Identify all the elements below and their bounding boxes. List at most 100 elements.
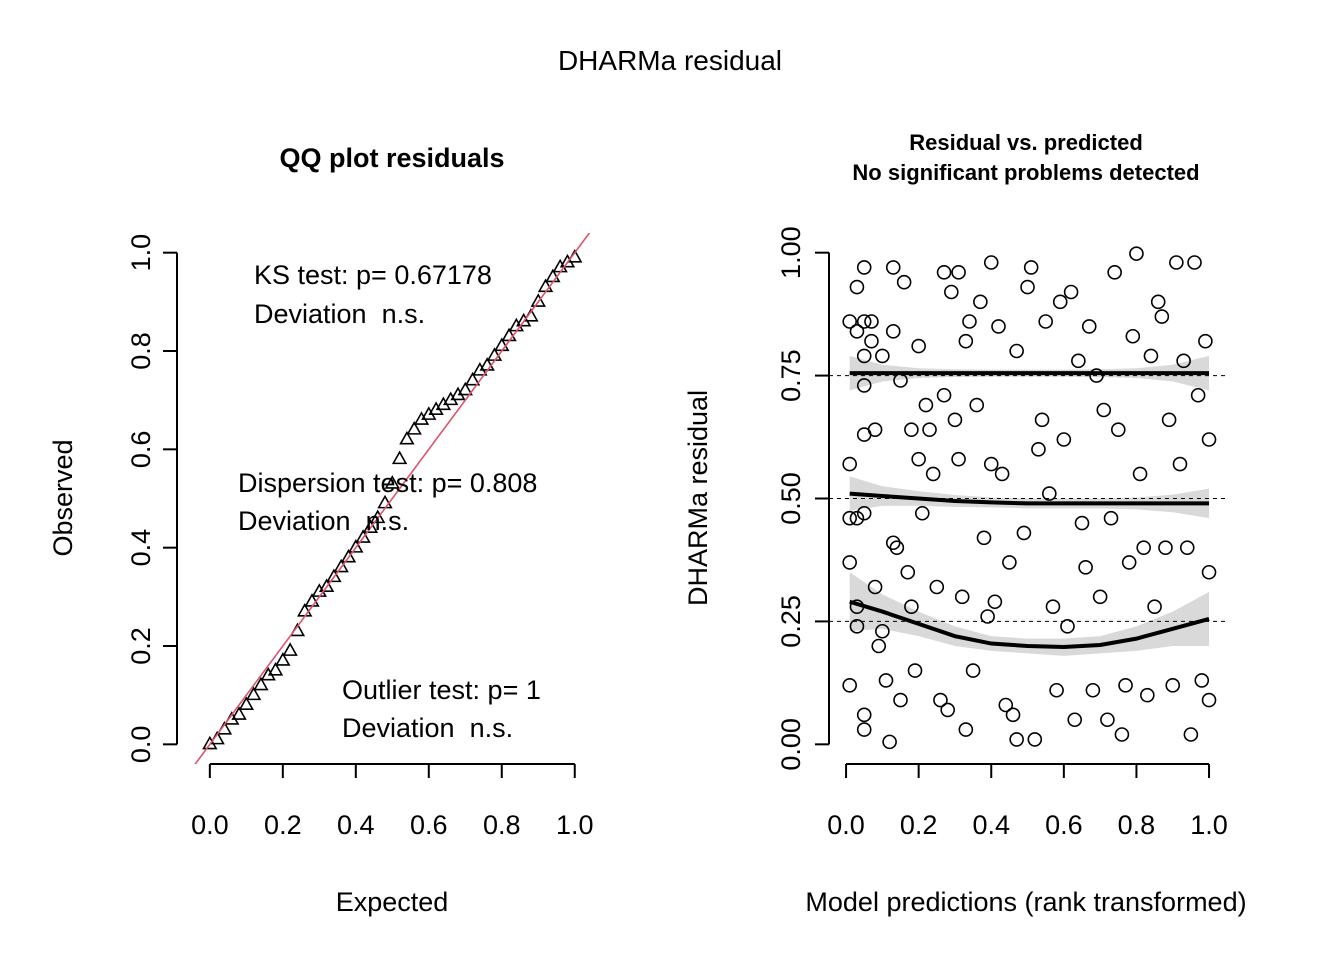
scatter-point — [991, 319, 1006, 334]
qq-point — [399, 430, 415, 445]
scatter-point — [947, 412, 963, 428]
scatter-point — [885, 535, 901, 551]
scatter-point — [980, 609, 995, 624]
scatter-point — [914, 505, 930, 521]
scatter-point — [929, 579, 945, 595]
scatter-point — [983, 255, 999, 270]
scatter-point — [973, 294, 988, 310]
qq-point — [348, 539, 364, 553]
scatter-point — [940, 702, 955, 718]
scatter-point — [1009, 732, 1024, 747]
scatter-point — [1150, 294, 1166, 310]
scatter-point — [907, 663, 923, 678]
scatter-point — [1129, 246, 1144, 261]
qq-point — [333, 558, 349, 573]
scatter-point — [849, 619, 865, 634]
scatter-point — [922, 422, 937, 437]
y-tick-label: 0.75 — [776, 349, 806, 402]
scatter-point — [1074, 515, 1090, 531]
qq-point — [245, 686, 262, 701]
scatter-point — [885, 260, 901, 275]
qq-point — [238, 696, 255, 711]
scatter-point — [856, 314, 872, 329]
scatter-point — [1201, 692, 1217, 708]
scatter-point — [1143, 348, 1159, 364]
scatter-point — [1161, 412, 1177, 428]
scatter-point — [1169, 255, 1184, 270]
scatter-point — [1179, 540, 1195, 555]
scatter-point — [1052, 294, 1068, 310]
scatter-point — [1038, 314, 1053, 329]
scatter-point — [951, 265, 966, 280]
scatter-point — [965, 663, 981, 678]
scatter-point — [849, 510, 865, 526]
scatter-point — [1176, 353, 1191, 369]
scatter-point — [878, 673, 894, 688]
qq-point — [282, 642, 298, 656]
scatter-point — [1165, 678, 1181, 693]
scatter-point — [1114, 727, 1130, 742]
scatter-point — [1194, 673, 1210, 688]
chart-subtitle: No significant problems detected — [852, 160, 1199, 185]
scatter-point — [933, 692, 948, 708]
y-tick-label: 1.0 — [126, 234, 156, 272]
scatter-point — [867, 579, 883, 595]
scatter-point — [1009, 343, 1024, 359]
qq-point — [340, 548, 357, 563]
annotation: Outlier test: p= 1 — [342, 675, 541, 705]
annotation: Deviation n.s. — [238, 506, 409, 536]
scatter-point — [1089, 368, 1104, 383]
confidence-band — [849, 572, 1210, 656]
scatter-point — [911, 338, 926, 354]
y-tick-label: 0.2 — [126, 627, 156, 665]
scatter-point — [1067, 712, 1083, 728]
scatter-point — [900, 564, 916, 580]
scatter-point — [1063, 284, 1079, 300]
scatter-point — [1100, 712, 1115, 728]
scatter-point — [1049, 682, 1064, 698]
qq-point — [253, 676, 269, 691]
scatter-point — [994, 466, 1010, 482]
scatter-point — [842, 555, 857, 570]
scatter-point — [1190, 387, 1206, 403]
scatter-point — [958, 722, 974, 737]
scatter-point — [951, 451, 966, 467]
scatter-point — [936, 265, 952, 280]
scatter-point — [1060, 619, 1075, 634]
qq-point — [457, 381, 473, 396]
scatter-point — [998, 697, 1014, 713]
scatter-point — [856, 378, 872, 393]
scatter-point — [976, 530, 992, 546]
scatter-point — [904, 422, 919, 437]
scatter-point — [875, 623, 890, 639]
scatter-point — [958, 333, 974, 349]
scatter-point — [1121, 555, 1137, 570]
scatter-point — [842, 510, 857, 526]
scatter-point — [1027, 732, 1043, 747]
scatter-point — [944, 284, 959, 300]
scatter-point — [1016, 525, 1032, 541]
qq-point — [267, 661, 284, 676]
scatter-point — [842, 678, 857, 693]
qq-point — [355, 529, 371, 543]
scatter-point — [842, 314, 857, 329]
scatter-point — [1201, 432, 1217, 447]
scatter-point — [1045, 599, 1061, 614]
scatter-point — [1107, 265, 1122, 280]
scatter-point — [987, 594, 1003, 610]
scatter-point — [1023, 260, 1039, 275]
y-tick-label: 0.8 — [126, 332, 156, 370]
scatter-point — [1002, 555, 1017, 570]
scatter-point — [1118, 678, 1133, 693]
scatter-point — [983, 456, 999, 472]
chart-title: Residual vs. predicted — [909, 130, 1143, 155]
quantile-curve — [849, 599, 1210, 649]
scatter-point — [1056, 432, 1072, 447]
x-tick-label: 0.4 — [972, 810, 1010, 840]
scatter-point — [896, 274, 912, 290]
x-axis-title: Model predictions (rank transformed) — [805, 887, 1246, 917]
qq-point — [391, 450, 408, 465]
annotation: Dispersion test: p= 0.808 — [238, 468, 537, 498]
scatter-point — [1140, 687, 1155, 703]
